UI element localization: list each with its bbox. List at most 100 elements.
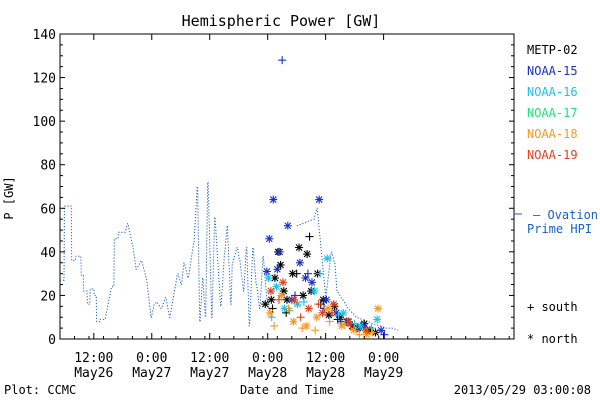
data-point-noaa-18-south — [298, 324, 307, 333]
footer-left: Plot: CCMC — [4, 383, 76, 397]
data-point-noaa-19-north — [344, 317, 353, 326]
data-point-noaa-15-north — [283, 221, 292, 230]
data-point-noaa-16-north — [356, 321, 365, 330]
y-tick-label: 20 — [40, 289, 56, 304]
x-tick-label-date: May26 — [74, 366, 113, 381]
y-tick-label: 80 — [40, 159, 56, 174]
footer-right: 2013/05/29 03:00:08 — [454, 383, 591, 397]
legend-ovation-line1: — Ovation — [533, 208, 598, 222]
data-point-noaa-18-south — [355, 330, 364, 339]
data-point-metp-02-north — [267, 295, 276, 304]
data-point-noaa-15-north — [262, 267, 271, 276]
data-point-noaa-18-north — [349, 326, 358, 335]
data-point-noaa-18-north — [373, 304, 382, 313]
x-tick-label-date: May27 — [190, 366, 229, 381]
data-point-noaa-15-north — [275, 247, 284, 256]
data-point-noaa-15-north — [377, 326, 386, 335]
data-point-metp-02-north — [303, 250, 312, 259]
data-point-metp-02-north — [276, 260, 285, 269]
data-point-noaa-16-north — [310, 287, 319, 296]
x-axis-label: Date and Time — [240, 383, 334, 397]
chart-title: Hemispheric Power [GW] — [182, 12, 381, 30]
data-point-noaa-18-north — [266, 308, 275, 317]
y-axis-label: P [GW] — [2, 176, 16, 219]
data-point-noaa-18-north — [324, 304, 333, 313]
data-point-noaa-18-north — [302, 321, 311, 330]
data-point-noaa-19-north — [318, 308, 327, 317]
data-point-noaa-18-north — [289, 317, 298, 326]
data-point-noaa-15-north — [295, 258, 304, 267]
data-point-noaa-19-south — [328, 308, 337, 317]
data-point-noaa-15-south — [291, 291, 300, 300]
data-point-noaa-16-south — [367, 324, 376, 333]
y-tick-label: 0 — [48, 333, 56, 348]
data-point-noaa-18-south — [284, 304, 293, 313]
x-tick-label-time: 12:00 — [74, 351, 113, 366]
data-point-noaa-19-south — [346, 321, 355, 330]
data-point-noaa-16-north — [373, 315, 382, 324]
y-tick-label: 100 — [33, 115, 56, 130]
x-tick-label-time: 0:00 — [136, 351, 167, 366]
data-point-noaa-19-north — [290, 295, 299, 304]
y-tick-label: 120 — [33, 72, 56, 87]
data-point-metp-02-north — [270, 274, 279, 282]
data-point-noaa-16-north — [264, 274, 273, 282]
data-point-noaa-15-north — [269, 195, 278, 204]
x-tick-label-date: May27 — [132, 366, 171, 381]
data-point-noaa-16-south — [299, 297, 308, 306]
data-point-metp-02-south — [305, 232, 314, 241]
y-tick-label: 60 — [40, 202, 56, 217]
data-point-noaa-15-north — [322, 295, 331, 304]
data-point-noaa-19-north — [329, 300, 338, 309]
x-tick-label-time: 0:00 — [368, 351, 399, 366]
data-point-noaa-18-south — [325, 317, 334, 326]
ovation-hpi-series — [60, 181, 399, 331]
legend-north: * north — [527, 332, 578, 346]
data-point-noaa-16-north — [323, 254, 332, 263]
data-point-noaa-16-north — [272, 282, 281, 291]
data-point-metp-02-north — [295, 243, 304, 252]
data-point-noaa-16-south — [350, 319, 359, 328]
legend-south: + south — [527, 300, 578, 314]
data-point-noaa-18-south — [270, 321, 279, 330]
data-point-noaa-19-north — [304, 304, 313, 313]
data-point-metp-02-north — [299, 291, 308, 300]
data-point-noaa-18-south — [340, 319, 349, 328]
legend-ovation-line2: Prime HPI — [527, 222, 592, 236]
data-point-noaa-15-south — [303, 269, 312, 278]
data-point-metp-02-south — [292, 269, 301, 278]
legend-item-noaa-17: NOAA-17 — [527, 106, 578, 120]
satellite-points — [261, 56, 389, 339]
data-point-metp-02-north — [261, 300, 270, 309]
data-point-noaa-15-north — [315, 195, 324, 204]
data-point-noaa-15-north — [307, 278, 316, 287]
data-point-noaa-16-south — [334, 311, 343, 320]
data-point-noaa-18-south — [368, 328, 377, 337]
data-point-noaa-16-north — [293, 300, 302, 309]
data-point-noaa-18-south — [311, 326, 320, 335]
data-point-noaa-15-south — [380, 330, 389, 339]
x-axis: 12:00May260:00May2712:00May270:00May2812… — [59, 34, 510, 381]
y-axis: 0 20 40 60 80 100 120 140 — [33, 28, 514, 348]
legend-item-noaa-15: NOAA-15 — [527, 64, 578, 78]
x-tick-label-date: May29 — [364, 366, 403, 381]
ovation-hpi-line — [60, 181, 271, 327]
legend-item-noaa-19: NOAA-19 — [527, 148, 578, 162]
data-point-noaa-19-south — [274, 295, 283, 304]
data-point-noaa-19-south — [314, 300, 323, 309]
legend: METP-02 NOAA-15 NOAA-16 NOAA-17 NOAA-18 NOAA-… — [527, 43, 578, 162]
data-point-noaa-15-south — [336, 317, 345, 326]
data-point-noaa-18-north — [312, 313, 321, 322]
legend-item-metp-02: METP-02 — [527, 43, 578, 57]
x-tick-label-date: May28 — [248, 366, 287, 381]
data-point-noaa-19-north — [361, 326, 370, 335]
data-point-noaa-15-north — [273, 265, 282, 274]
data-point-noaa-15-north — [265, 234, 274, 243]
data-point-noaa-15-south — [278, 56, 287, 65]
ovation-hpi-line-late — [296, 207, 399, 331]
data-point-noaa-19-north — [266, 287, 275, 296]
x-tick-label-time: 12:00 — [190, 351, 229, 366]
plot-frame — [59, 33, 515, 340]
data-point-noaa-19-south — [296, 313, 305, 322]
